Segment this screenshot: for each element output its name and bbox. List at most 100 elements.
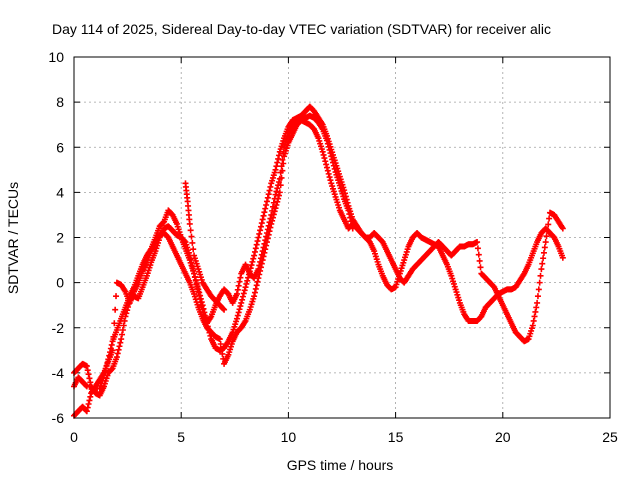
data-point [196,292,203,299]
data-point [253,241,260,248]
data-point [255,234,262,241]
data-point [271,195,278,202]
data-point [329,156,336,163]
data-point [533,304,540,311]
data-point [84,404,91,411]
data-point [101,368,108,375]
data-point [117,339,124,346]
data-point [190,246,197,253]
data-point [195,288,202,295]
data-point [258,220,265,227]
data-point [319,148,326,155]
data-point [326,146,333,153]
data-point [265,222,272,229]
data-point [275,192,282,199]
y-tick-label: -2 [52,320,65,336]
data-point [323,164,330,171]
data-point [277,169,284,176]
data-point [273,163,280,170]
data-point [233,290,240,297]
data-point [263,202,270,209]
data-point [476,257,483,264]
data-point [119,331,126,338]
data-point [542,239,549,246]
data-point [103,362,110,369]
data-point [237,303,244,310]
x-tick-label: 5 [177,429,185,445]
data-point [87,379,94,386]
data-point [272,166,279,173]
data-marks [71,103,566,419]
data-point [86,375,93,382]
data-point [245,274,252,281]
data-point [541,244,548,251]
data-point [264,226,271,233]
data-point [264,194,271,201]
data-point [263,233,270,240]
plot-frame [73,56,611,419]
data-point [257,255,264,262]
data-point [475,251,482,258]
y-tick-label: 4 [56,184,64,200]
data-point [276,189,283,196]
data-point [538,266,545,273]
x-tick-label: 20 [495,429,511,445]
data-point [274,198,281,205]
data-point [218,345,225,352]
x-tick-label: 10 [281,429,297,445]
data-point [267,215,274,222]
data-point [86,397,93,404]
data-point [329,159,336,166]
data-point [323,161,330,168]
data-point [189,239,196,246]
data-point [234,286,241,293]
data-point [111,320,118,327]
data-point [252,245,259,252]
data-point [267,183,274,190]
data-point [188,233,195,240]
data-point [108,341,115,348]
data-point [325,143,332,150]
data-point [262,237,269,244]
data-point [275,182,282,189]
data-point [559,254,566,261]
data-point [118,336,125,343]
data-point [324,167,331,174]
data-point [116,343,123,350]
data-point [331,165,338,172]
data-point [235,309,242,316]
data-point [327,150,334,157]
data-point [251,248,258,255]
data-point [261,209,268,216]
data-point [254,278,261,285]
data-point [243,280,250,287]
data-point [193,281,200,288]
data-point [217,340,224,347]
data-point [474,239,481,246]
data-point [275,152,282,159]
data-point [266,219,273,226]
data-point [216,336,223,343]
data-point [248,262,255,269]
data-point [323,137,330,144]
data-point [546,215,553,222]
data-point [330,162,337,169]
data-point [256,230,263,237]
data-point [194,285,201,292]
data-point [113,354,120,361]
data-point [531,313,538,320]
data-point [324,140,331,147]
data-point [278,163,285,170]
data-point [220,305,227,312]
data-point [115,346,122,353]
data-point [83,408,90,415]
data-point [272,191,279,198]
series-track-2 [71,117,566,419]
x-tick-label: 25 [602,429,618,445]
y-tick-label: 6 [56,139,64,155]
data-point [105,356,112,363]
y-tick-label: -6 [52,410,65,426]
data-point [474,245,481,252]
data-point [260,212,267,219]
data-point [348,221,355,228]
